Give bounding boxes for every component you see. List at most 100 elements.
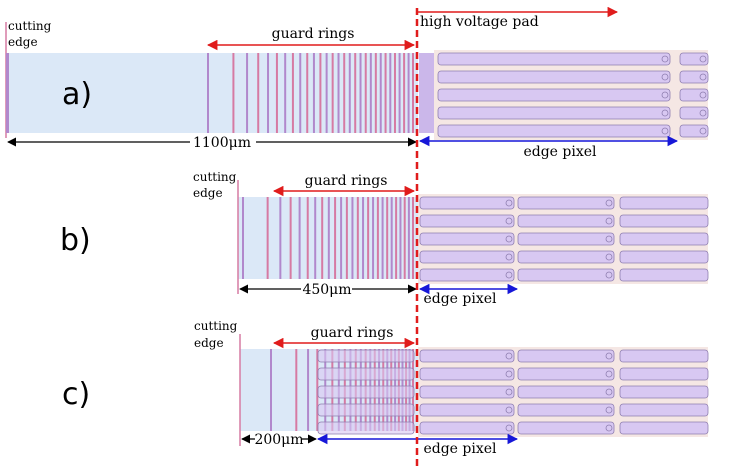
bump-pad [605,199,613,207]
pixel-cell [619,385,709,399]
bump-pad [661,127,669,135]
guard-ring [351,197,354,279]
pixel-cell [419,268,515,282]
pixel-cell [517,268,615,282]
guard-ring [257,53,260,133]
pixel-cell-under-rings [317,349,415,363]
guard-ring [399,197,402,279]
guard-ring [298,197,301,279]
bump-pad [661,55,669,63]
pixel-cell [419,214,515,228]
pixel-cell [517,349,615,363]
panel-b-dimension-label: 450μm [302,282,351,298]
pixel-cell [619,349,709,363]
guard-ring [316,349,319,431]
bump-pad [505,406,513,414]
bump-pad [699,55,707,63]
guard-ring [291,53,294,133]
guard-ring [331,53,334,133]
pixel-cell [517,421,615,435]
panel-c-pixel-matrix [418,347,709,437]
guard-ring [295,349,298,431]
guard-ring [321,197,324,279]
bump-pad [505,370,513,378]
bump-pad [505,424,513,432]
panel-a-cutting-label-1: cutting [8,19,52,33]
guard-ring [319,53,322,133]
guard-ring [345,197,348,279]
panel-b-cutting-label-1: cutting [193,170,237,184]
panel-c-guard-rings-label: guard rings [311,325,394,341]
guard-ring [359,53,362,133]
guard-ring [356,197,359,279]
guard-ring [306,197,309,279]
pixel-cell [437,124,671,138]
pixel-cell [419,196,515,210]
guard-ring [325,53,328,133]
pixel-cell-under-rings [317,403,415,417]
bump-pad [505,271,513,279]
guard-ring [384,53,387,133]
guard-ring [246,53,249,133]
guard-ring [407,197,410,279]
pixel-cell [419,421,515,435]
pixel-cell [619,421,709,435]
pixel-cell [619,250,709,264]
guard-ring [267,53,270,133]
guard-ring [364,53,367,133]
guard-ring [372,197,375,279]
guard-ring [327,197,330,279]
panel-a-guard-rings-label: guard rings [272,26,355,42]
bump-pad [605,253,613,261]
pixel-cell [419,349,515,363]
panel-c-letter: c) [62,377,90,412]
guard-ring [412,197,414,279]
guard-ring [376,197,379,279]
pixel-cell [517,232,615,246]
pixel-cell [517,196,615,210]
panel-c-cutting-label-2: edge [194,336,224,350]
panel-b: cutting edge b) guard rings 450μm edge p… [60,170,709,307]
pixel-cell [437,106,671,120]
pixel-cell [679,52,709,66]
panel-a-cutting-label-2: edge [8,35,38,49]
hv-pad-label: high voltage pad [420,14,539,30]
guard-ring [340,197,343,279]
panel-a-dimension-label: 1100μm [193,135,251,151]
bump-pad [699,127,707,135]
guard-ring [367,197,370,279]
guard-ring [407,53,410,133]
bump-pad [605,406,613,414]
pixel-cell-under-rings [317,421,415,435]
panel-b-guard-rings-label: guard rings [305,173,388,189]
bump-pad [661,73,669,81]
guard-ring [232,53,235,133]
guard-ring [389,53,392,133]
panel-c-pixel-under-rings [317,349,415,435]
bump-pad [605,271,613,279]
bump-pad [605,370,613,378]
bump-pad [605,424,613,432]
panel-a-letter: a) [62,77,92,112]
guard-ring [348,53,351,133]
bump-pad [505,253,513,261]
pixel-cell [679,124,709,138]
pixel-cell [619,214,709,228]
guard-ring [379,53,382,133]
pixel-cell [679,70,709,84]
pixel-cell [679,106,709,120]
guard-ring [306,53,309,133]
panel-b-edge-pixel-label: edge pixel [423,291,497,307]
panel-c: cutting edge c) guard rings 200μm edge p… [62,319,709,457]
bump-pad [605,388,613,396]
pixel-cell [437,70,671,84]
guard-ring [412,53,414,133]
guard-ring [393,53,396,133]
guard-ring [369,53,372,133]
guard-ring [362,197,365,279]
guard-ring [275,53,278,133]
guard-ring [374,53,377,133]
guard-ring [314,197,317,279]
bump-pad [505,217,513,225]
panel-a: cutting edge a) guard rings 1100μm edge … [5,19,709,160]
